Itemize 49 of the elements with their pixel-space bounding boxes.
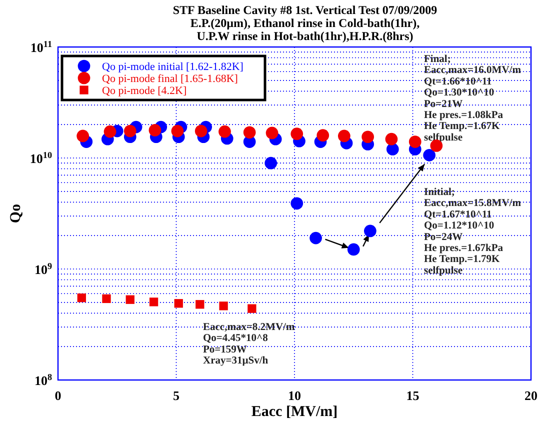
point bbox=[290, 197, 304, 210]
point bbox=[194, 124, 208, 138]
point bbox=[338, 130, 350, 142]
annotation: Final; Eacc,max=16.0MV/m Qt=1.66*10^11 Qo=1.30*10^10 Po=21W He pres.=1.08kPa He Temp.=1.67K selfpulse bbox=[424, 54, 522, 144]
point bbox=[248, 304, 256, 313]
x-tick-label: 15 bbox=[406, 388, 420, 403]
x-tick-label: 20 bbox=[524, 388, 538, 403]
point bbox=[196, 300, 204, 309]
point bbox=[290, 128, 304, 140]
x-tick-label: 0 bbox=[54, 388, 62, 403]
x-axis-title: Eacc [MV/m] bbox=[251, 404, 338, 420]
point bbox=[316, 129, 330, 142]
point bbox=[77, 293, 86, 302]
point bbox=[174, 299, 183, 308]
point bbox=[364, 224, 376, 238]
point bbox=[347, 243, 360, 256]
point bbox=[408, 136, 422, 148]
point bbox=[104, 125, 116, 138]
x-tick-label: 10 bbox=[288, 388, 301, 403]
point bbox=[219, 302, 228, 310]
y-axis-title: Qo bbox=[8, 204, 24, 224]
y-tick-label: 10$^{9}$ bbox=[34, 261, 52, 277]
point bbox=[149, 298, 158, 306]
legend-label: Qo pi-mode [4.2K] bbox=[102, 85, 187, 97]
point bbox=[310, 232, 322, 244]
point bbox=[362, 130, 374, 144]
chart-subtitle: E.P.(20µm), Ethanol rinse in Cold-bath(1hr), U.P.W rinse in Hot-bath(1hr),H.P.R.(8hrs) bbox=[190, 16, 420, 43]
point bbox=[76, 130, 90, 142]
point bbox=[126, 295, 134, 304]
annotation: Initial; Eacc,max=15.8MV/m Qt=1.67*10^11 Qo=1.12*10^10 Po=24W He pres.=1.67kPa He Temp.=1.79K selfpulse bbox=[424, 187, 522, 276]
chart-title: STF Baseline Cavity #8 1st. Vertical Test 07/09/2009 bbox=[172, 3, 438, 17]
annotation: Eacc,max=8.2MV/m Qo=4.45*10^8 Po=159W Xray=31µSv/h bbox=[203, 322, 295, 367]
point bbox=[386, 143, 399, 156]
point bbox=[385, 132, 398, 146]
point bbox=[148, 124, 162, 136]
x-tick-label: 5 bbox=[173, 388, 180, 403]
point bbox=[423, 149, 436, 162]
point bbox=[171, 124, 184, 138]
point bbox=[243, 126, 256, 139]
legend-label: Qo pi-mode final [1.65-1.68K] bbox=[102, 73, 238, 85]
y-tick-label: 10$^{8}$ bbox=[34, 372, 52, 388]
point bbox=[124, 124, 136, 138]
point bbox=[218, 125, 231, 138]
y-tick-label: 10$^{11}$ bbox=[30, 39, 52, 55]
legend-label: Qo pi-mode initial [1.62-1.82K] bbox=[102, 61, 244, 73]
point bbox=[264, 156, 278, 170]
point bbox=[102, 294, 111, 304]
y-tick-label: 10$^{10}$ bbox=[30, 150, 52, 166]
point bbox=[266, 126, 278, 140]
